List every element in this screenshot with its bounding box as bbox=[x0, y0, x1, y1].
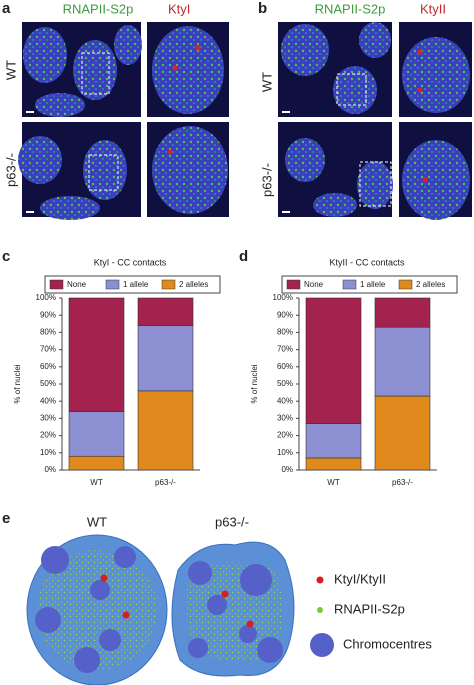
y-tick-label: 70% bbox=[277, 345, 293, 354]
legend-box bbox=[44, 275, 221, 294]
legend-label: 1 allele bbox=[360, 280, 386, 289]
legend-swatch bbox=[161, 279, 176, 290]
y-tick-label: 80% bbox=[277, 328, 293, 337]
y-tick-label: 0% bbox=[44, 465, 56, 474]
bar-segment bbox=[374, 326, 431, 397]
y-tick-label: 0% bbox=[281, 465, 293, 474]
legend-label: None bbox=[304, 280, 324, 289]
x-tick-label: p63-/- bbox=[392, 478, 413, 487]
legend-label: RNAPII-S2p bbox=[334, 601, 405, 616]
bar-segment bbox=[68, 455, 125, 471]
panel-label: a bbox=[2, 0, 11, 17]
y-tick-label: 30% bbox=[40, 414, 56, 423]
channel-label: KtyII bbox=[420, 1, 446, 16]
bar-segment bbox=[374, 395, 431, 471]
x-tick-label: WT bbox=[327, 478, 340, 487]
y-tick-label: 50% bbox=[277, 379, 293, 388]
y-tick-label: 20% bbox=[40, 431, 56, 440]
panel-label: c bbox=[2, 248, 10, 265]
y-tick-label: 50% bbox=[40, 379, 56, 388]
micrographs bbox=[18, 22, 472, 220]
bar-segment bbox=[305, 457, 362, 471]
bar-segment bbox=[374, 297, 431, 328]
y-tick-label: 10% bbox=[277, 448, 293, 457]
row-label: p63-/- bbox=[3, 153, 18, 187]
bar-segment bbox=[137, 325, 194, 392]
legend-label: 2 alleles bbox=[416, 280, 445, 289]
channel-label: KtyI bbox=[168, 1, 190, 16]
legend-label: Chromocentres bbox=[343, 636, 432, 651]
y-tick-label: 90% bbox=[277, 310, 293, 319]
legend-swatch bbox=[105, 279, 120, 290]
bar-segment bbox=[305, 423, 362, 459]
y-tick-label: 100% bbox=[273, 293, 293, 302]
y-tick-label: 80% bbox=[40, 328, 56, 337]
legend-label: KtyI/KtyII bbox=[334, 571, 386, 586]
panel-label: d bbox=[239, 248, 248, 265]
x-tick-label: p63-/- bbox=[155, 478, 176, 487]
y-tick-label: 70% bbox=[40, 345, 56, 354]
legend-swatch bbox=[342, 279, 357, 290]
chart-title: KtyI - CC contacts bbox=[94, 257, 167, 267]
channel-label: RNAPII-S2p bbox=[63, 1, 134, 16]
legend-label: 1 allele bbox=[123, 280, 149, 289]
y-axis-label: % of nuclei bbox=[13, 364, 22, 403]
bar-segment bbox=[68, 297, 125, 412]
x-tick-label: WT bbox=[90, 478, 103, 487]
y-tick-label: 10% bbox=[40, 448, 56, 457]
legend-label: None bbox=[67, 280, 87, 289]
bar-segment bbox=[137, 297, 194, 326]
y-axis-label: % of nuclei bbox=[250, 364, 259, 403]
bar-segment bbox=[68, 411, 125, 457]
panel-label: e bbox=[2, 510, 10, 527]
row-label: WT bbox=[3, 60, 18, 80]
nucleus-label: WT bbox=[87, 514, 107, 529]
legend-label: 2 alleles bbox=[179, 280, 208, 289]
row-label: p63-/- bbox=[259, 163, 274, 197]
bar-segment bbox=[305, 297, 362, 424]
y-tick-label: 40% bbox=[40, 396, 56, 405]
channel-label: RNAPII-S2p bbox=[315, 1, 386, 16]
y-tick-label: 40% bbox=[277, 396, 293, 405]
y-tick-label: 30% bbox=[277, 414, 293, 423]
y-tick-label: 60% bbox=[277, 362, 293, 371]
legend-box bbox=[281, 275, 458, 294]
schematic bbox=[26, 534, 334, 685]
row-label: WT bbox=[259, 72, 274, 92]
bar-segment bbox=[137, 390, 194, 471]
y-tick-label: 60% bbox=[40, 362, 56, 371]
y-tick-label: 100% bbox=[36, 293, 56, 302]
y-tick-label: 20% bbox=[277, 431, 293, 440]
panel-label: b bbox=[258, 0, 267, 17]
y-tick-label: 90% bbox=[40, 310, 56, 319]
legend-swatch bbox=[49, 279, 64, 290]
legend-swatch bbox=[286, 279, 301, 290]
nucleus-label: p63-/- bbox=[215, 514, 249, 529]
legend-swatch bbox=[398, 279, 413, 290]
chart-title: KtyII - CC contacts bbox=[329, 257, 405, 267]
